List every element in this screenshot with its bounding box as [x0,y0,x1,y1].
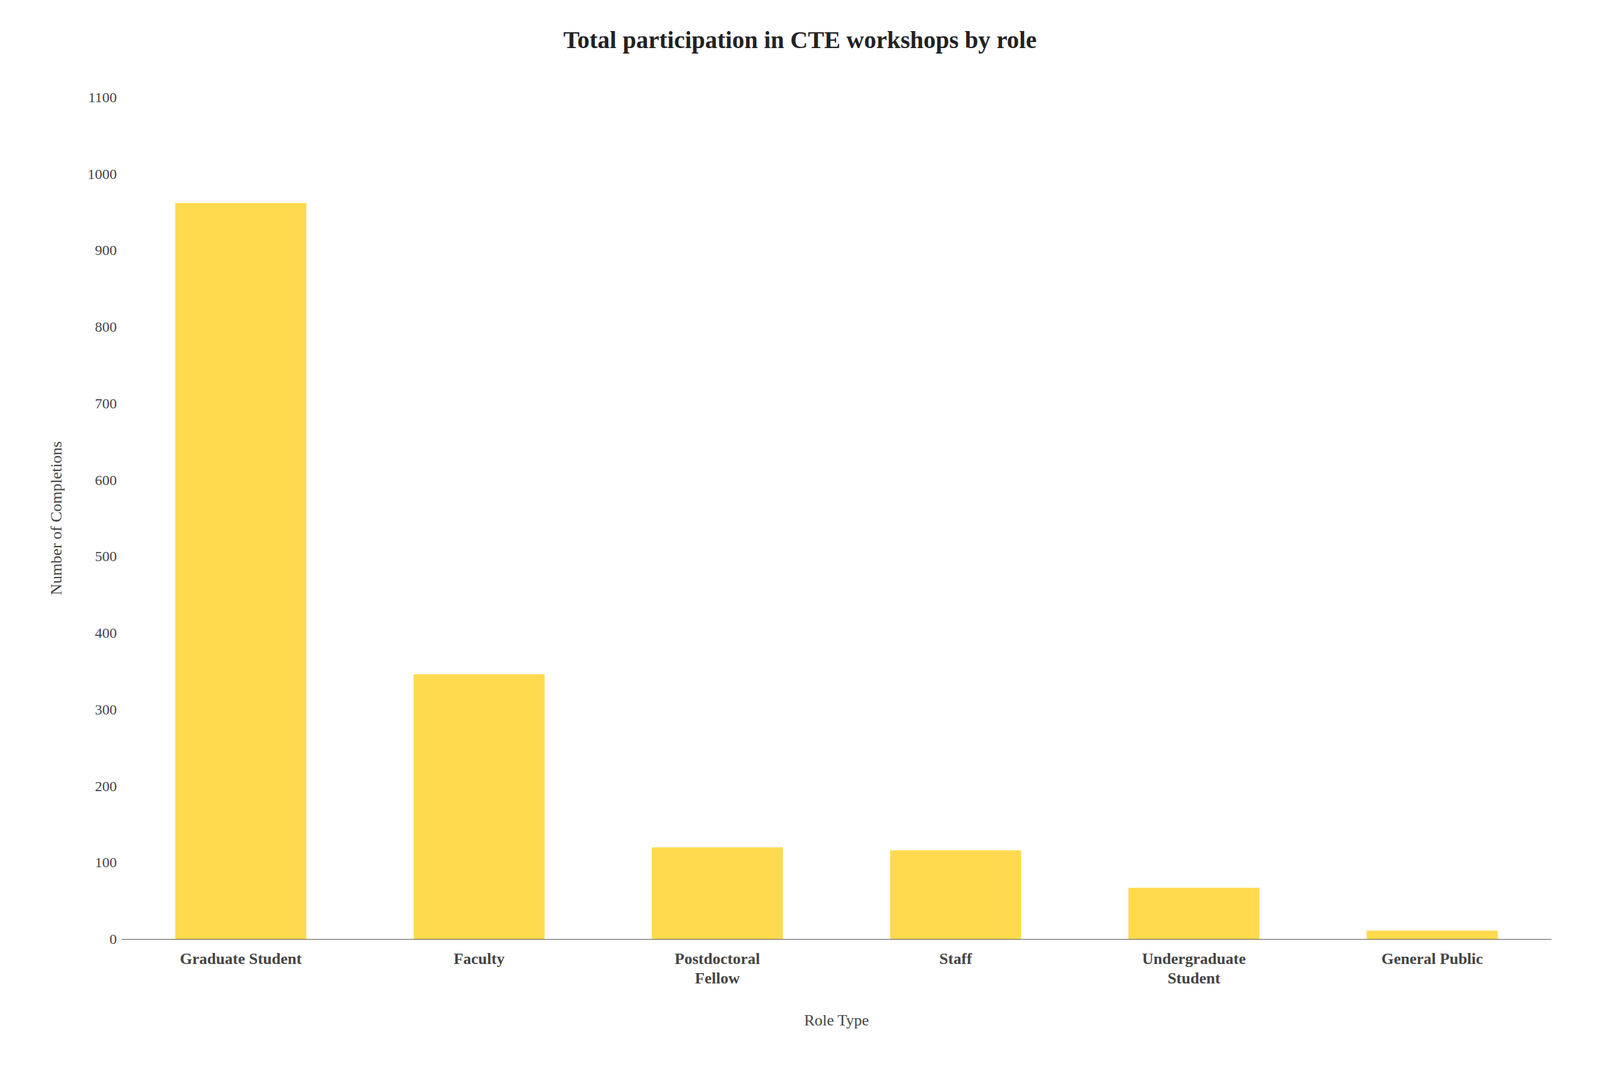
svg-text:Total participation in CTE wor: Total participation in CTE workshops by … [563,26,1037,54]
svg-text:Staff: Staff [939,949,973,968]
svg-text:100: 100 [94,854,117,870]
svg-text:200: 200 [94,778,117,794]
svg-text:0: 0 [109,930,117,947]
svg-text:Graduate Student: Graduate Student [180,949,302,968]
svg-text:600: 600 [94,472,117,488]
svg-text:Student: Student [1167,969,1221,987]
svg-text:Faculty: Faculty [453,949,505,968]
svg-text:800: 800 [94,318,117,335]
svg-text:1100: 1100 [88,89,117,106]
svg-text:Undergraduate: Undergraduate [1141,949,1246,968]
svg-text:500: 500 [94,548,117,564]
svg-text:General Public: General Public [1381,949,1484,968]
svg-text:Postdoctoral: Postdoctoral [674,949,760,968]
svg-text:300: 300 [94,701,117,718]
svg-text:900: 900 [94,242,117,258]
svg-text:700: 700 [94,395,117,412]
svg-text:400: 400 [94,624,117,641]
svg-text:Number of Completions: Number of Completions [47,441,66,595]
svg-text:Role Type: Role Type [804,1011,870,1029]
svg-text:Fellow: Fellow [694,969,740,987]
svg-text:1000: 1000 [87,166,117,182]
